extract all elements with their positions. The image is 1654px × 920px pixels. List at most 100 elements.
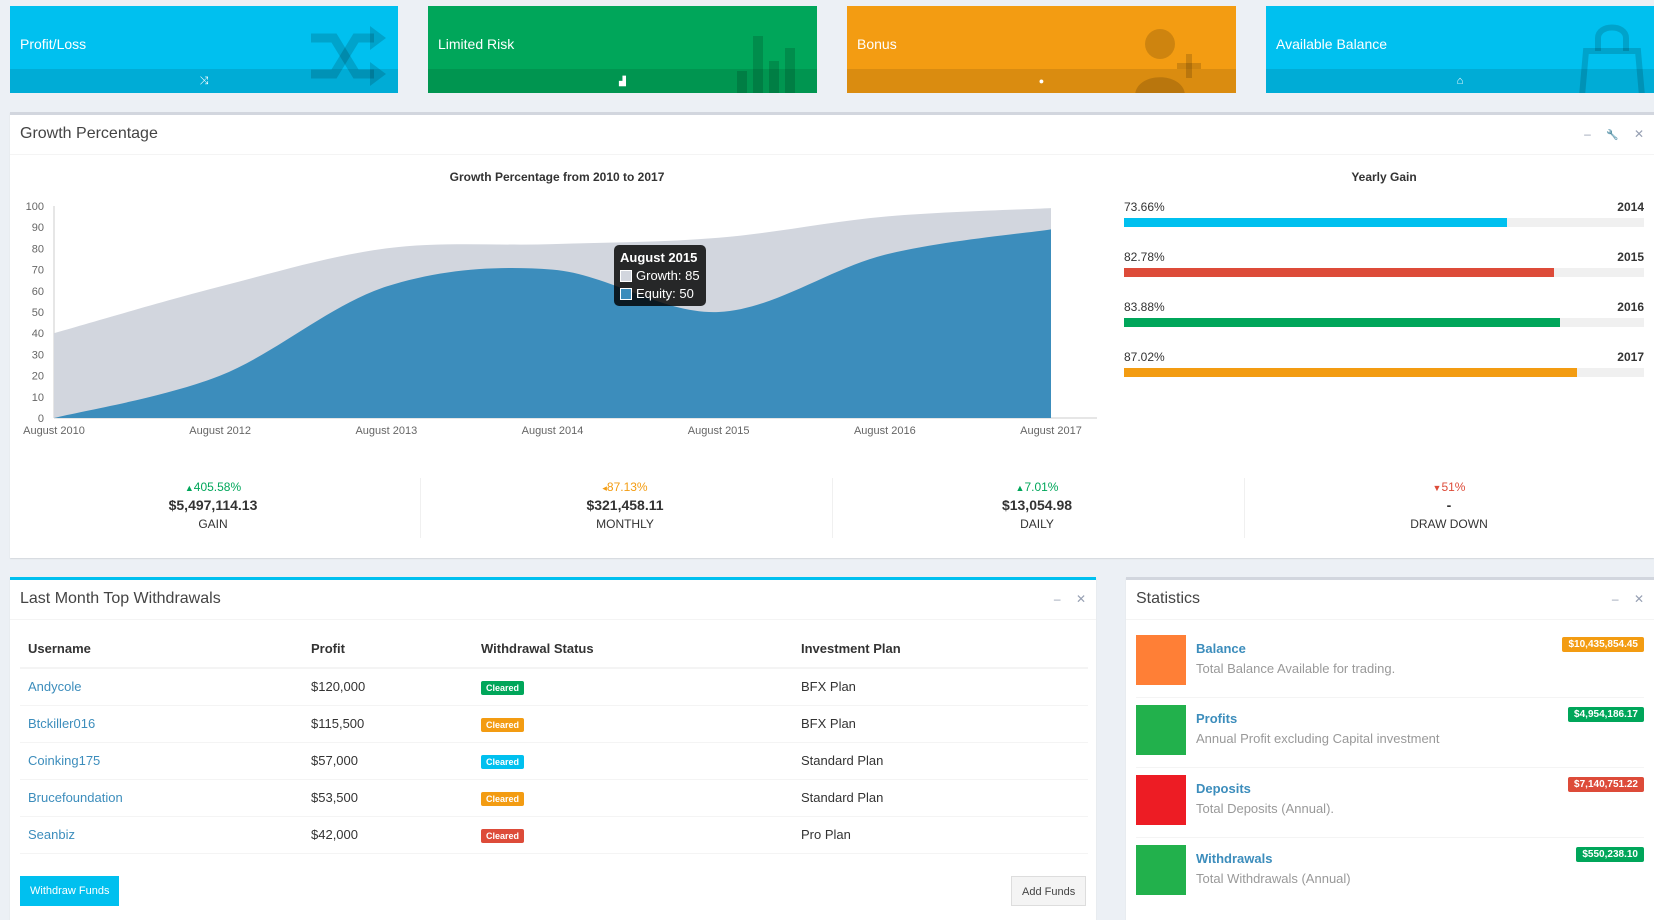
x-tick-label: August 2012: [189, 425, 251, 437]
status-badge: Cleared: [481, 754, 525, 769]
statistics-item-desc: Total Withdrawals (Annual): [1196, 871, 1351, 886]
summary-percent-text: 87.13%: [606, 480, 648, 494]
y-tick-label: 40: [32, 328, 44, 340]
shopping-bag-icon: [1579, 24, 1645, 93]
tooltip-equity-text: Equity: 50: [636, 286, 694, 301]
y-tick-label: 70: [32, 265, 44, 277]
wrench-icon[interactable]: 🔧: [1606, 130, 1619, 141]
summary-label: DAILY: [1020, 517, 1054, 531]
stat-box-title: Limited Risk: [438, 36, 515, 52]
chart-title: Growth Percentage from 2010 to 2017: [449, 170, 665, 184]
growth-area-chart: 0 10 20 30 40 50 60 70 80 90 100 August 2010 August …: [23, 201, 1097, 437]
summary-percent-text: 7.01%: [1024, 480, 1059, 494]
profit-cell: $42,000: [303, 816, 473, 854]
progress-track: [1124, 368, 1644, 377]
y-tick-label: 90: [32, 222, 44, 234]
trend-arrow-icon: ▲: [184, 483, 194, 493]
table-row: Andycole $120,000 Cleared BFX Plan: [20, 668, 1088, 706]
yearly-gain-percent: 82.78%: [1124, 250, 1165, 264]
amount-badge: $550,238.10: [1576, 847, 1644, 862]
statistics-item-title[interactable]: Profits: [1196, 711, 1238, 726]
trend-arrow-icon: ▼: [1432, 483, 1442, 493]
status-cell: Cleared: [473, 816, 793, 854]
product-image: [1136, 775, 1186, 825]
y-tick-label: 100: [26, 201, 44, 213]
stat-box-bonus[interactable]: Bonus ●: [847, 6, 1236, 93]
status-cell: Cleared: [473, 742, 793, 780]
y-tick-label: 30: [32, 349, 44, 361]
username-link[interactable]: Brucefoundation: [20, 779, 303, 817]
stat-box-available-balance[interactable]: Available Balance ⌂: [1266, 6, 1654, 93]
equity-swatch: [620, 288, 632, 300]
withdraw-funds-button[interactable]: Withdraw Funds: [20, 876, 120, 906]
panel-title: Statistics: [1136, 590, 1201, 607]
progress-track: [1124, 268, 1644, 277]
product-image: [1136, 845, 1186, 895]
summary-item: ▼51% - DRAW DOWN: [1244, 480, 1654, 531]
stat-box-profit-loss[interactable]: Profit/Loss ⤨: [10, 6, 398, 93]
statistics-item-title[interactable]: Balance: [1196, 641, 1246, 656]
panel-title: Last Month Top Withdrawals: [20, 590, 221, 607]
product-image: [1136, 635, 1186, 685]
summary-value: $321,458.11: [586, 497, 664, 513]
statistics-item: Balance Total Balance Available for tradi…: [1136, 627, 1644, 698]
amount-badge: $10,435,854.45: [1562, 637, 1644, 652]
series-area-equity[interactable]: [54, 229, 1051, 418]
tooltip-growth-text: Growth: 85: [636, 268, 700, 283]
summary-divider: [1244, 478, 1245, 538]
stat-box-footer-link[interactable]: ●: [847, 69, 1236, 93]
close-icon[interactable]: ✕: [1633, 127, 1644, 141]
status-badge: Cleared: [481, 828, 525, 843]
bag-small-icon: ⌂: [1456, 75, 1464, 87]
stat-box-footer-link[interactable]: ⤨: [10, 69, 398, 93]
profit-cell: $120,000: [303, 668, 473, 706]
stat-box-footer-link[interactable]: ⌂: [1266, 69, 1654, 93]
stat-box-limited-risk[interactable]: Limited Risk ▟: [428, 6, 817, 93]
statistics-item-desc: Total Balance Available for trading.: [1196, 661, 1396, 676]
plan-cell: Pro Plan: [793, 816, 1088, 854]
panel-header: Growth Percentage – 🔧 ✕: [10, 115, 1654, 155]
panel-header: Last Month Top Withdrawals – ✕: [10, 580, 1096, 620]
x-tick-label: August 2013: [355, 425, 417, 437]
progress-track: [1124, 218, 1644, 227]
close-icon[interactable]: ✕: [1075, 592, 1086, 606]
username-link[interactable]: Seanbiz: [20, 816, 303, 854]
add-funds-button[interactable]: Add Funds: [1011, 876, 1087, 906]
amount-badge: $7,140,751.22: [1568, 777, 1644, 792]
close-icon[interactable]: ✕: [1633, 592, 1644, 606]
statistics-item-title[interactable]: Withdrawals: [1196, 851, 1273, 866]
summary-divider: [420, 478, 421, 538]
withdrawals-table: Username Profit Withdrawal Status Invest…: [20, 630, 1088, 854]
yearly-gain-percent: 83.88%: [1124, 300, 1165, 314]
amount-badge: $4,954,186.17: [1568, 707, 1644, 722]
plan-cell: Standard Plan: [793, 779, 1088, 817]
username-link[interactable]: Andycole: [20, 668, 303, 706]
y-tick-label: 50: [32, 307, 44, 319]
table-row: Seanbiz $42,000 Cleared Pro Plan: [20, 816, 1088, 854]
col-plan: Investment Plan: [793, 630, 1088, 669]
username-link[interactable]: Btckiller016: [20, 705, 303, 743]
minimize-icon[interactable]: –: [1053, 592, 1061, 606]
summary-item: ◂87.13% $321,458.11 MONTHLY: [420, 480, 830, 531]
panel-header: Statistics – ✕: [1126, 580, 1654, 620]
stat-box-footer-link[interactable]: ▟: [428, 69, 817, 93]
statistics-item-title[interactable]: Deposits: [1196, 781, 1251, 796]
summary-item: ▲7.01% $13,054.98 DAILY: [832, 480, 1242, 531]
yearly-gain-year: 2017: [1617, 350, 1644, 364]
y-tick-label: 0: [38, 413, 44, 425]
progress-track: [1124, 318, 1644, 327]
x-tick-label: August 2015: [688, 425, 750, 437]
yearly-gain-title: Yearly Gain: [1351, 170, 1417, 184]
summary-value: $13,054.98: [1001, 497, 1073, 513]
summary-percent-text: 51%: [1441, 480, 1466, 494]
minimize-icon[interactable]: –: [1611, 592, 1619, 606]
minimize-icon[interactable]: –: [1584, 127, 1591, 141]
username-link[interactable]: Coinking175: [20, 742, 303, 780]
table-row: Brucefoundation $53,500 Cleared Standard Pl…: [20, 779, 1088, 817]
y-tick-label: 20: [32, 371, 44, 383]
profit-cell: $115,500: [303, 705, 473, 743]
summary-label: MONTHLY: [596, 517, 654, 531]
panel-tools: – ✕: [1042, 592, 1086, 606]
col-status: Withdrawal Status: [473, 630, 793, 669]
yearly-gain-year: 2015: [1617, 250, 1644, 264]
